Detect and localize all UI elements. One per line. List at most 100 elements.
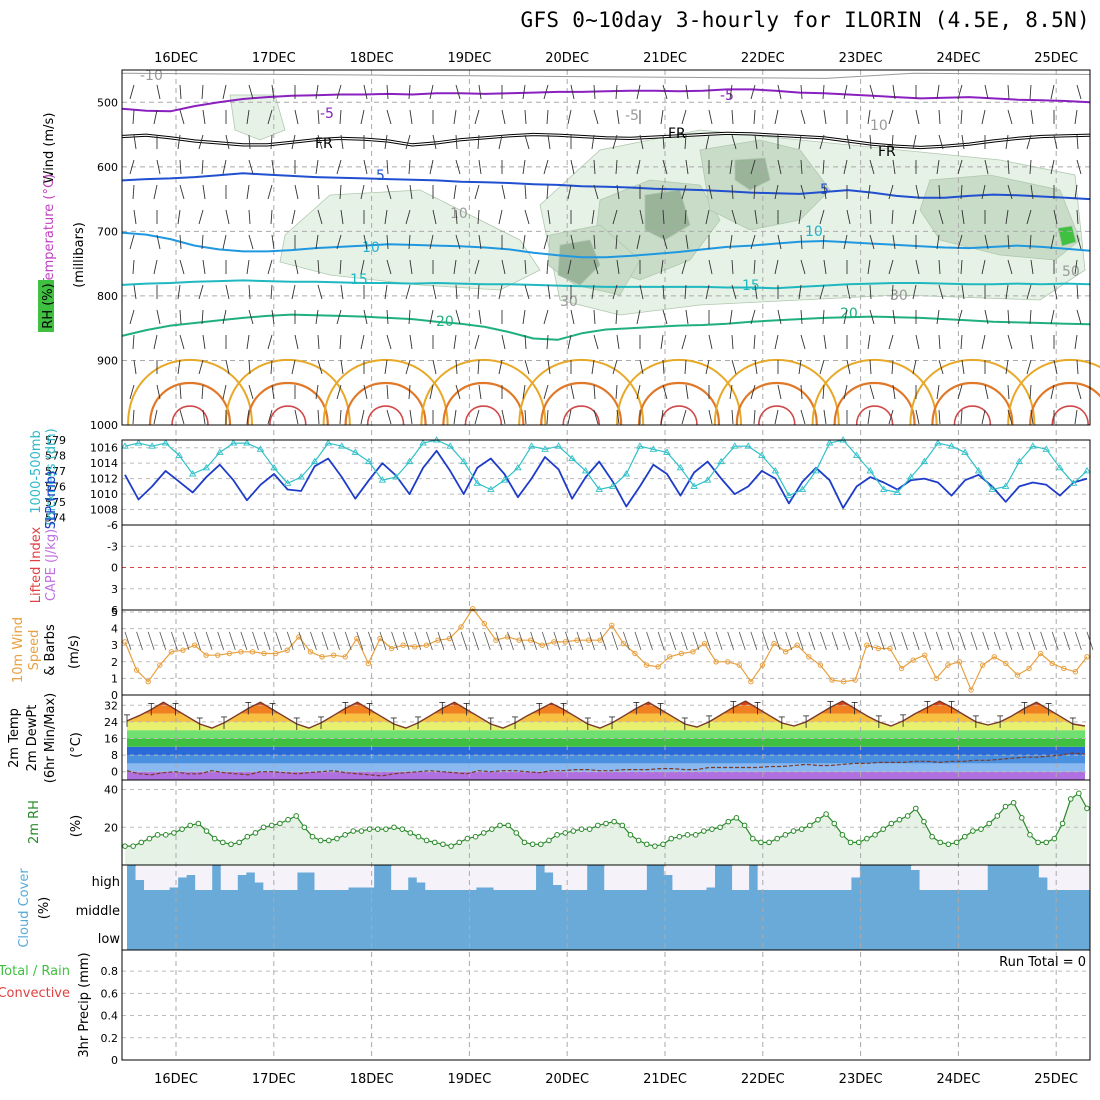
wind-barb-upper — [639, 359, 644, 375]
cloud-high-clear — [962, 866, 972, 890]
theta-contour — [344, 381, 427, 426]
wind-barb-upper — [800, 334, 806, 350]
wind-barb-10m — [356, 631, 364, 651]
wind-barb-upper — [1076, 134, 1079, 150]
thickness-point — [581, 467, 590, 474]
wind-barb-upper — [685, 234, 689, 250]
wind-barb-upper — [360, 259, 365, 275]
wind-barb-upper — [222, 84, 227, 100]
thickness-point — [392, 473, 400, 480]
rh-point — [912, 805, 919, 812]
wind-barb-upper — [938, 109, 941, 125]
wind-barb-upper — [685, 159, 689, 175]
contour-label: 15 — [350, 272, 368, 288]
cloud-high-clear — [638, 866, 648, 890]
thickness-point — [961, 448, 969, 455]
wind-barb-upper — [409, 409, 413, 425]
wind-barb-upper — [567, 409, 572, 425]
wind-barb-upper — [202, 259, 206, 275]
contour-label: -10 — [140, 68, 163, 84]
precip-tick-label: 0 — [111, 1054, 118, 1067]
wind-barb-10m — [194, 631, 201, 651]
cloud-low-middle-fill — [127, 890, 1090, 950]
wind-barb-upper — [685, 84, 689, 100]
thickness-point — [514, 463, 522, 471]
rh-point — [961, 833, 968, 840]
rh-point — [937, 839, 944, 846]
cloud-high-clear — [450, 866, 460, 890]
wind-barb-upper — [731, 184, 734, 200]
rh-shade-region — [699, 139, 831, 231]
wind-speed-point — [817, 662, 824, 668]
wind-barb-10m — [136, 631, 143, 651]
wind-barb-upper — [1076, 234, 1082, 250]
thickness-point — [243, 439, 251, 446]
rh-point — [1051, 835, 1058, 842]
slp-tick-label: 1016 — [90, 442, 118, 455]
wind-speed-point — [342, 654, 348, 660]
date-label-top: 16DEC — [154, 51, 198, 66]
rh-point — [326, 837, 332, 844]
wind-speed-point — [458, 624, 464, 630]
wind-barb-10m — [217, 631, 225, 651]
wind-barb-upper — [636, 384, 641, 400]
rh-point — [399, 826, 405, 832]
wind-barb-upper — [639, 134, 644, 150]
wind-barb-upper — [524, 134, 530, 150]
wind-barb-upper — [455, 384, 461, 400]
wind-barb-upper — [501, 409, 506, 425]
wind-barb-upper — [708, 184, 713, 200]
rh-point — [342, 832, 348, 838]
wind-speed-point — [562, 639, 569, 645]
wind-barb-upper — [291, 284, 296, 300]
wind-barb-upper — [386, 334, 392, 350]
rh-point — [162, 832, 169, 838]
wind-barb-upper — [938, 259, 941, 275]
rh-point — [684, 832, 691, 838]
wind-barb-upper — [867, 184, 871, 200]
wind-barb-upper — [798, 134, 802, 150]
wind-barb-upper — [938, 284, 944, 300]
wind-barb-upper — [570, 384, 575, 400]
thickness-point — [405, 457, 414, 465]
wind-barb-upper — [522, 84, 526, 100]
rh-point — [570, 828, 577, 834]
date-label-top: 23DEC — [839, 51, 883, 66]
wind-barb-upper — [593, 409, 599, 425]
rh-point — [350, 828, 357, 834]
rh-point — [1018, 815, 1025, 821]
wind-barb-upper — [478, 84, 482, 100]
contour-label: 20 — [436, 314, 454, 330]
cloud-high-bar — [893, 865, 903, 890]
rh-point — [456, 839, 463, 846]
wind-barb-upper — [846, 134, 851, 150]
wind-barb-10m — [1063, 631, 1071, 651]
wind-speed-point — [168, 649, 175, 655]
wind-barb-upper — [246, 409, 250, 425]
wind-speed-point — [991, 654, 997, 660]
rh-point — [953, 839, 960, 846]
wind-barb-upper — [662, 284, 665, 300]
wind-barb-10m — [402, 631, 410, 651]
wind-barb-upper — [363, 309, 368, 325]
cloud-high-clear — [229, 866, 239, 890]
rh-point — [994, 813, 1001, 819]
pressure-tick-label: 1000 — [90, 419, 118, 432]
cloud-high-bar — [246, 872, 256, 890]
wind-barb-upper — [570, 309, 575, 325]
wind-barb-upper — [570, 159, 575, 175]
cloud-high-bar — [706, 887, 716, 890]
cloud-high-bar — [876, 865, 886, 890]
temp-band — [127, 738, 1085, 747]
wind-barb-upper — [405, 284, 411, 300]
wind-barb-upper — [360, 184, 365, 200]
wind-barb-10m — [1028, 631, 1036, 651]
cloud-high-bar — [902, 865, 912, 890]
cloud-high-clear — [979, 866, 989, 890]
cloud-high-clear — [911, 866, 920, 870]
cloud-high-clear — [152, 866, 162, 890]
wind-barb-upper — [455, 234, 461, 250]
cloud-high-clear — [237, 866, 247, 875]
wind-barb-upper — [429, 234, 434, 250]
rh-point — [603, 820, 609, 827]
